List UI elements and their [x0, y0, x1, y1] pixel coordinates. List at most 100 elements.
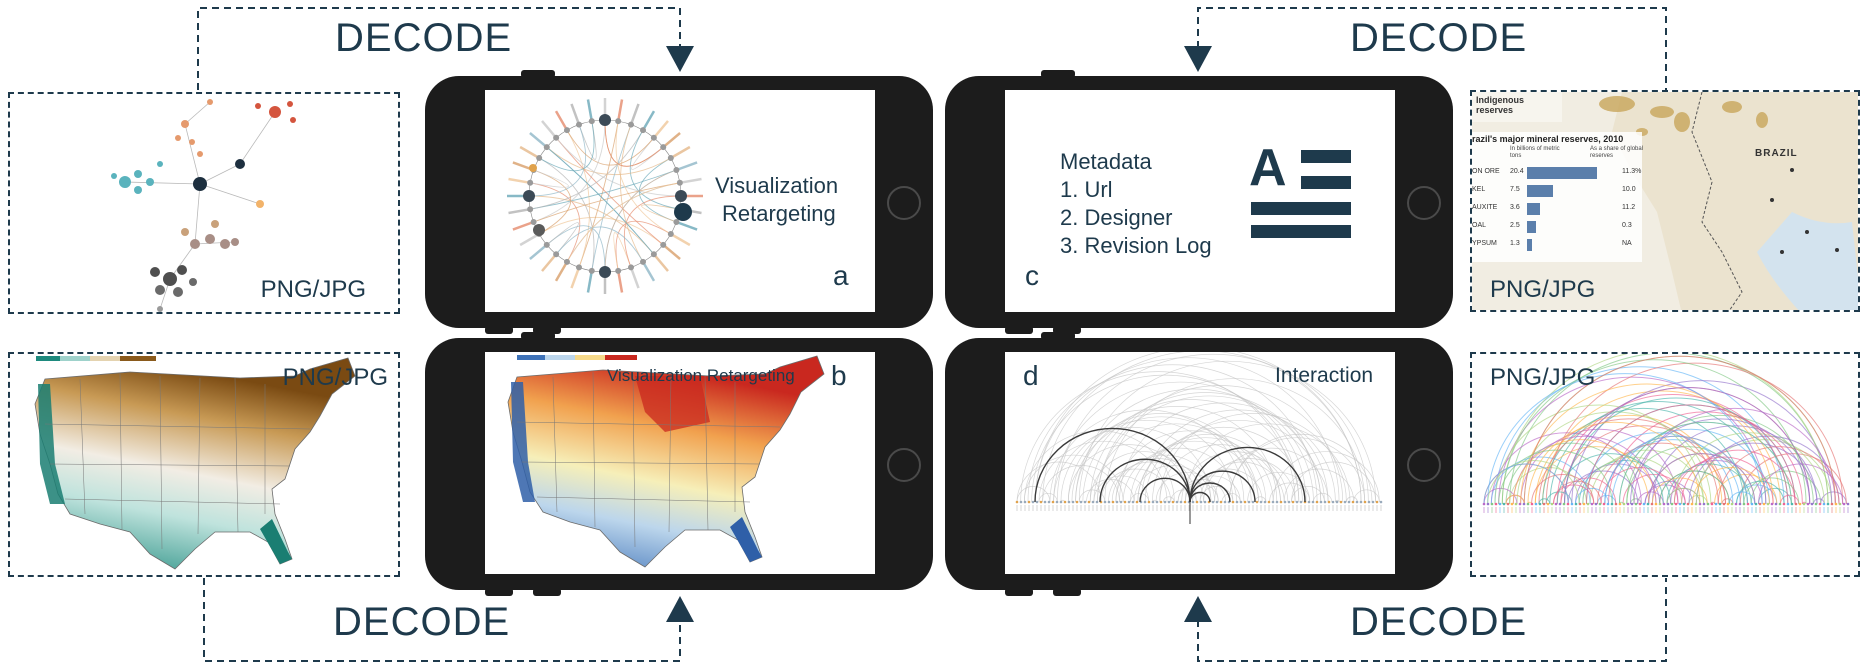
format-label: PNG/JPG	[1490, 276, 1596, 303]
arc-node	[1834, 502, 1838, 506]
arc-node	[1658, 502, 1662, 506]
arc-node	[1738, 502, 1742, 506]
arc-node	[1035, 500, 1039, 504]
chord-node	[533, 224, 545, 236]
chord-link	[530, 169, 569, 188]
us-map-retargeted-image	[507, 355, 825, 568]
arc-node	[1359, 500, 1363, 504]
arc-link	[1629, 418, 1811, 505]
arc-node	[1119, 500, 1123, 504]
arc-node	[1754, 502, 1758, 506]
arc-node	[1694, 502, 1698, 506]
chord-link	[546, 146, 672, 176]
arc-node	[1846, 502, 1850, 506]
arc-link	[1556, 394, 1789, 505]
arc-node	[1203, 500, 1207, 504]
chord-spoke	[508, 177, 531, 185]
chord-link	[623, 195, 682, 268]
arc-node	[1323, 500, 1327, 504]
chord-node	[667, 155, 674, 161]
arc-link	[1688, 442, 1818, 505]
arc-link	[1060, 420, 1234, 503]
chord-spoke	[554, 261, 569, 282]
arc-node	[1726, 502, 1730, 506]
arc-link	[1100, 468, 1172, 503]
arc-link	[1604, 435, 1749, 505]
arc-node	[1271, 500, 1275, 504]
arc-node	[1347, 500, 1351, 504]
map-row-value: 2.5	[1510, 222, 1520, 229]
format-label: PNG/JPG	[260, 276, 366, 303]
chord-link	[638, 157, 677, 223]
arc-link	[1137, 437, 1274, 503]
bar-iron-ore	[1527, 167, 1597, 179]
arc-node	[1642, 502, 1646, 506]
arc-node	[1067, 500, 1071, 504]
arc-link	[1020, 371, 1296, 503]
arc-link	[1130, 492, 1150, 503]
panel-letter: b	[831, 360, 847, 391]
arc-node	[1191, 500, 1195, 504]
source-network-graph: PNG/JPG	[8, 92, 400, 314]
chord-node	[564, 258, 570, 265]
arc-node	[1490, 502, 1494, 506]
home-button[interactable]	[887, 186, 921, 220]
arc-node	[1690, 502, 1694, 506]
arc-link	[1016, 461, 1102, 503]
arrow-up-icon	[666, 596, 694, 622]
arc-node	[1778, 502, 1782, 506]
chord-node	[673, 218, 680, 225]
chord-link	[533, 182, 680, 223]
chord-node	[576, 264, 583, 271]
arc-link	[1122, 447, 1237, 503]
phone-b: Visualization Retargeting b	[425, 332, 933, 596]
home-button[interactable]	[1407, 186, 1441, 220]
chord-link	[555, 137, 682, 197]
arc-link	[1618, 421, 1792, 505]
arc-node	[1830, 502, 1834, 506]
arc-link	[1483, 463, 1569, 505]
arc-node	[1079, 500, 1083, 504]
arc-node	[1263, 500, 1267, 504]
chord-spoke	[616, 270, 624, 293]
arc-node	[1770, 502, 1774, 506]
arc-diagram-interactive[interactable]	[1005, 352, 1395, 574]
arc-node	[1175, 500, 1179, 504]
chord-spoke	[670, 232, 691, 247]
arc-link	[1144, 426, 1303, 503]
chord-link	[566, 129, 655, 166]
arc-link	[1291, 486, 1325, 503]
chord-link	[546, 146, 655, 255]
arc-node	[1255, 500, 1259, 504]
arc-link	[1736, 480, 1785, 505]
arc-node	[1027, 500, 1031, 504]
chord-node	[576, 121, 583, 128]
home-button[interactable]	[1407, 448, 1441, 482]
arc-node	[1526, 502, 1530, 506]
map-chart-title: razil's major mineral reserves, 2010	[1472, 134, 1624, 144]
chord-node	[543, 144, 550, 151]
arc-link	[1075, 388, 1314, 503]
decode-label: DECODE	[335, 16, 513, 60]
arc-node	[1211, 500, 1215, 504]
arc-node	[1506, 502, 1510, 506]
home-button[interactable]	[887, 448, 921, 482]
arc-link	[1078, 489, 1106, 503]
chord-link	[530, 129, 644, 210]
arc-node	[1750, 502, 1754, 506]
map-row-value: 7.5	[1510, 186, 1520, 193]
chord-node	[553, 134, 560, 141]
arc-link	[1214, 447, 1329, 503]
chord-spoke	[641, 261, 656, 282]
arc-link	[1567, 470, 1639, 505]
arc-node	[1307, 500, 1311, 504]
arc-node	[1654, 502, 1658, 506]
arc-link	[1075, 406, 1278, 503]
arc-node	[1279, 500, 1283, 504]
chord-spoke	[529, 243, 548, 260]
chord-node	[676, 179, 683, 186]
chord-node	[599, 266, 611, 278]
chord-node	[553, 251, 560, 258]
arc-link	[1111, 458, 1205, 503]
chord-link	[555, 226, 644, 263]
